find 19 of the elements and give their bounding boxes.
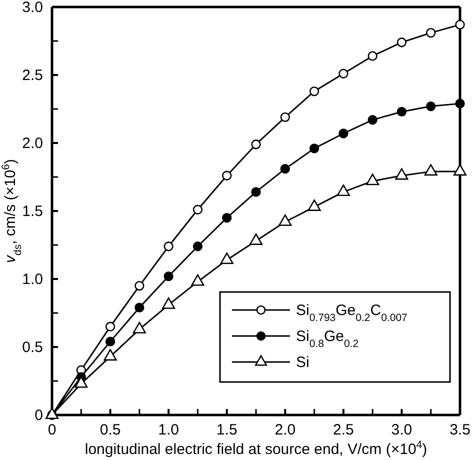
legend-label: Si$_{0.793}$Ge$_{0.2}$C$_{0.007}$	[296, 302, 408, 324]
y-tick-label: 2.5	[22, 66, 43, 84]
x-tick-label: 0.5	[100, 422, 121, 439]
x-tick-label: 2.0	[274, 422, 296, 439]
x-tick-label: 3.5	[450, 422, 470, 439]
x-tick-label: 0	[48, 422, 56, 439]
x-tick-label: 3.0	[391, 422, 412, 439]
x-tick-label: 1.0	[158, 422, 179, 439]
x-axis-title: longitudinal electric field at source end, V/cm (×10$^{4}$)	[84, 439, 428, 458]
legend-label: Si$_{0.8}$Ge$_{0.2}$	[296, 328, 359, 350]
y-tick-label: 3.0	[22, 0, 43, 16]
y-tick-label: 2.0	[22, 134, 43, 152]
y-tick-label: 1.0	[22, 270, 43, 288]
y-tick-label: 0	[34, 406, 43, 424]
x-tick-label: 1.5	[216, 422, 238, 439]
x-tick-label: 2.5	[333, 422, 354, 439]
y-tick-label: 1.5	[22, 202, 43, 220]
y-tick-label: 0.5	[22, 338, 43, 356]
legend-label: Si	[296, 354, 310, 371]
